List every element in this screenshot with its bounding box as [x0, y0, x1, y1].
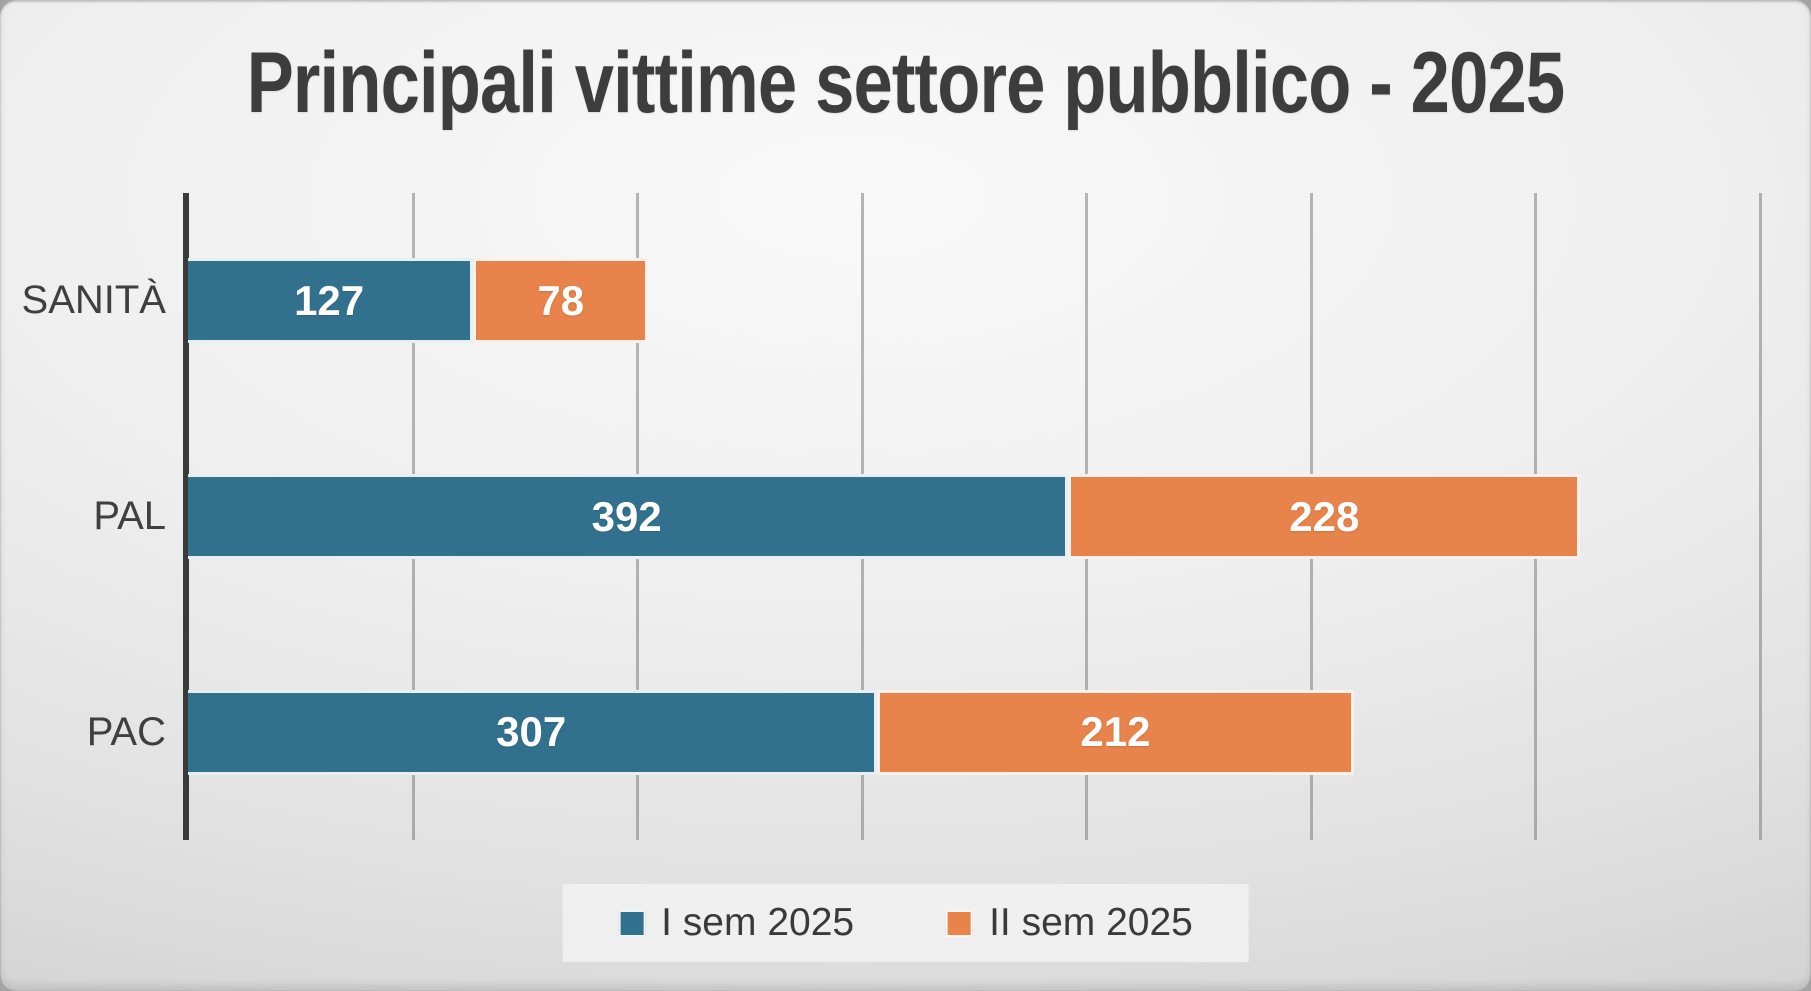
- category-label-sanità: SANITÀ: [21, 278, 166, 323]
- bar-segment-sanità-serie1[interactable]: 127: [188, 258, 474, 344]
- legend-label-sem2: II sem 2025: [989, 901, 1193, 944]
- bar-segment-pal-serie2[interactable]: 228: [1068, 474, 1581, 559]
- bar-segment-sanità-serie2[interactable]: 78: [473, 258, 649, 344]
- bar-row-pac: PAC 307 212: [87, 689, 1760, 775]
- bar-segment-pal-serie1[interactable]: 392: [188, 474, 1069, 559]
- bar-value-label: 307: [496, 708, 567, 756]
- legend-marker-sem2-icon: [946, 909, 974, 937]
- bar-value-label: 392: [591, 492, 662, 540]
- legend-item-sem1[interactable]: I sem 2025: [618, 901, 854, 945]
- bar-segment-pac-serie1[interactable]: 307: [188, 689, 878, 775]
- bar-value-label: 127: [294, 276, 365, 324]
- legend-label-sem1: I sem 2025: [661, 901, 855, 944]
- y-axis-line: [183, 193, 189, 840]
- bar-segment-pac-serie2[interactable]: 212: [877, 689, 1354, 775]
- legend-item-sem2[interactable]: II sem 2025: [946, 901, 1193, 945]
- category-label-pal: PAL: [93, 494, 166, 538]
- category-label-pac: PAC: [86, 709, 166, 754]
- bar-row-pal: PAL 392 228: [93, 474, 1760, 559]
- gridline-700: [1759, 193, 1762, 840]
- bar-row-sanità: SANITÀ 127 78: [22, 258, 1760, 344]
- legend-marker-sem1-icon: [618, 909, 646, 937]
- bar-value-label: 212: [1080, 708, 1151, 756]
- plot-area: SANITÀ 127 78 PAL 392 228 PAC 307 212: [22, 193, 1762, 840]
- chart-legend: I sem 2025 II sem 2025: [562, 884, 1249, 962]
- bar-value-label: 78: [537, 276, 585, 324]
- bar-value-label: 228: [1289, 492, 1360, 540]
- chart-title: Principali vittime settore pubblico - 20…: [246, 35, 1565, 131]
